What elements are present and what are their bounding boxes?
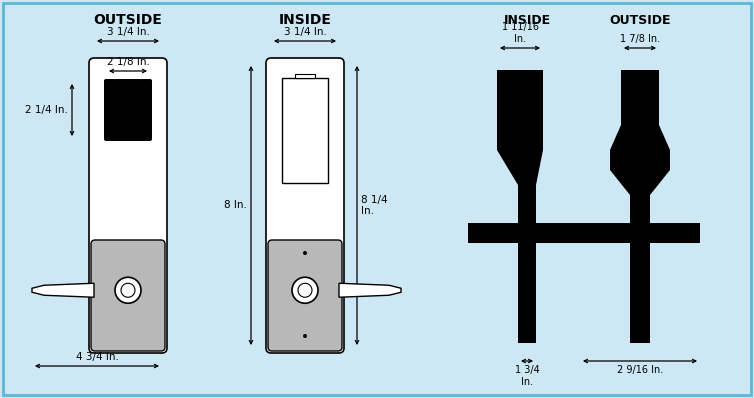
FancyBboxPatch shape	[268, 240, 342, 351]
Circle shape	[115, 277, 141, 303]
Polygon shape	[580, 70, 700, 343]
Text: 3 1/4 In.: 3 1/4 In.	[284, 27, 326, 37]
FancyBboxPatch shape	[266, 58, 344, 353]
Text: INSIDE: INSIDE	[278, 13, 332, 27]
Text: 1 7/8 In.: 1 7/8 In.	[620, 34, 660, 44]
Bar	[282, 78, 328, 183]
FancyBboxPatch shape	[104, 79, 152, 141]
Polygon shape	[32, 283, 94, 297]
Text: OUTSIDE: OUTSIDE	[609, 14, 671, 27]
Text: 8 In.: 8 In.	[224, 201, 247, 211]
FancyBboxPatch shape	[89, 58, 167, 353]
Circle shape	[121, 283, 135, 297]
Text: 1 3/4
In.: 1 3/4 In.	[515, 365, 539, 386]
Circle shape	[292, 277, 318, 303]
Text: 1 11/16
In.: 1 11/16 In.	[501, 22, 538, 44]
Text: OUTSIDE: OUTSIDE	[93, 13, 162, 27]
Text: 3 1/4 In.: 3 1/4 In.	[106, 27, 149, 37]
Polygon shape	[468, 70, 586, 343]
Text: 2 1/8 In.: 2 1/8 In.	[106, 57, 149, 67]
Text: INSIDE: INSIDE	[504, 14, 550, 27]
Circle shape	[303, 251, 307, 255]
Text: 4 3/4 In.: 4 3/4 In.	[75, 352, 118, 362]
Circle shape	[298, 283, 312, 297]
Text: 8 1/4
In.: 8 1/4 In.	[361, 195, 388, 216]
Text: 2 1/4 In.: 2 1/4 In.	[25, 105, 68, 115]
Text: 2 9/16 In.: 2 9/16 In.	[617, 365, 663, 375]
Bar	[295, 74, 315, 78]
Circle shape	[303, 334, 307, 338]
Polygon shape	[339, 283, 401, 297]
FancyBboxPatch shape	[91, 240, 165, 351]
